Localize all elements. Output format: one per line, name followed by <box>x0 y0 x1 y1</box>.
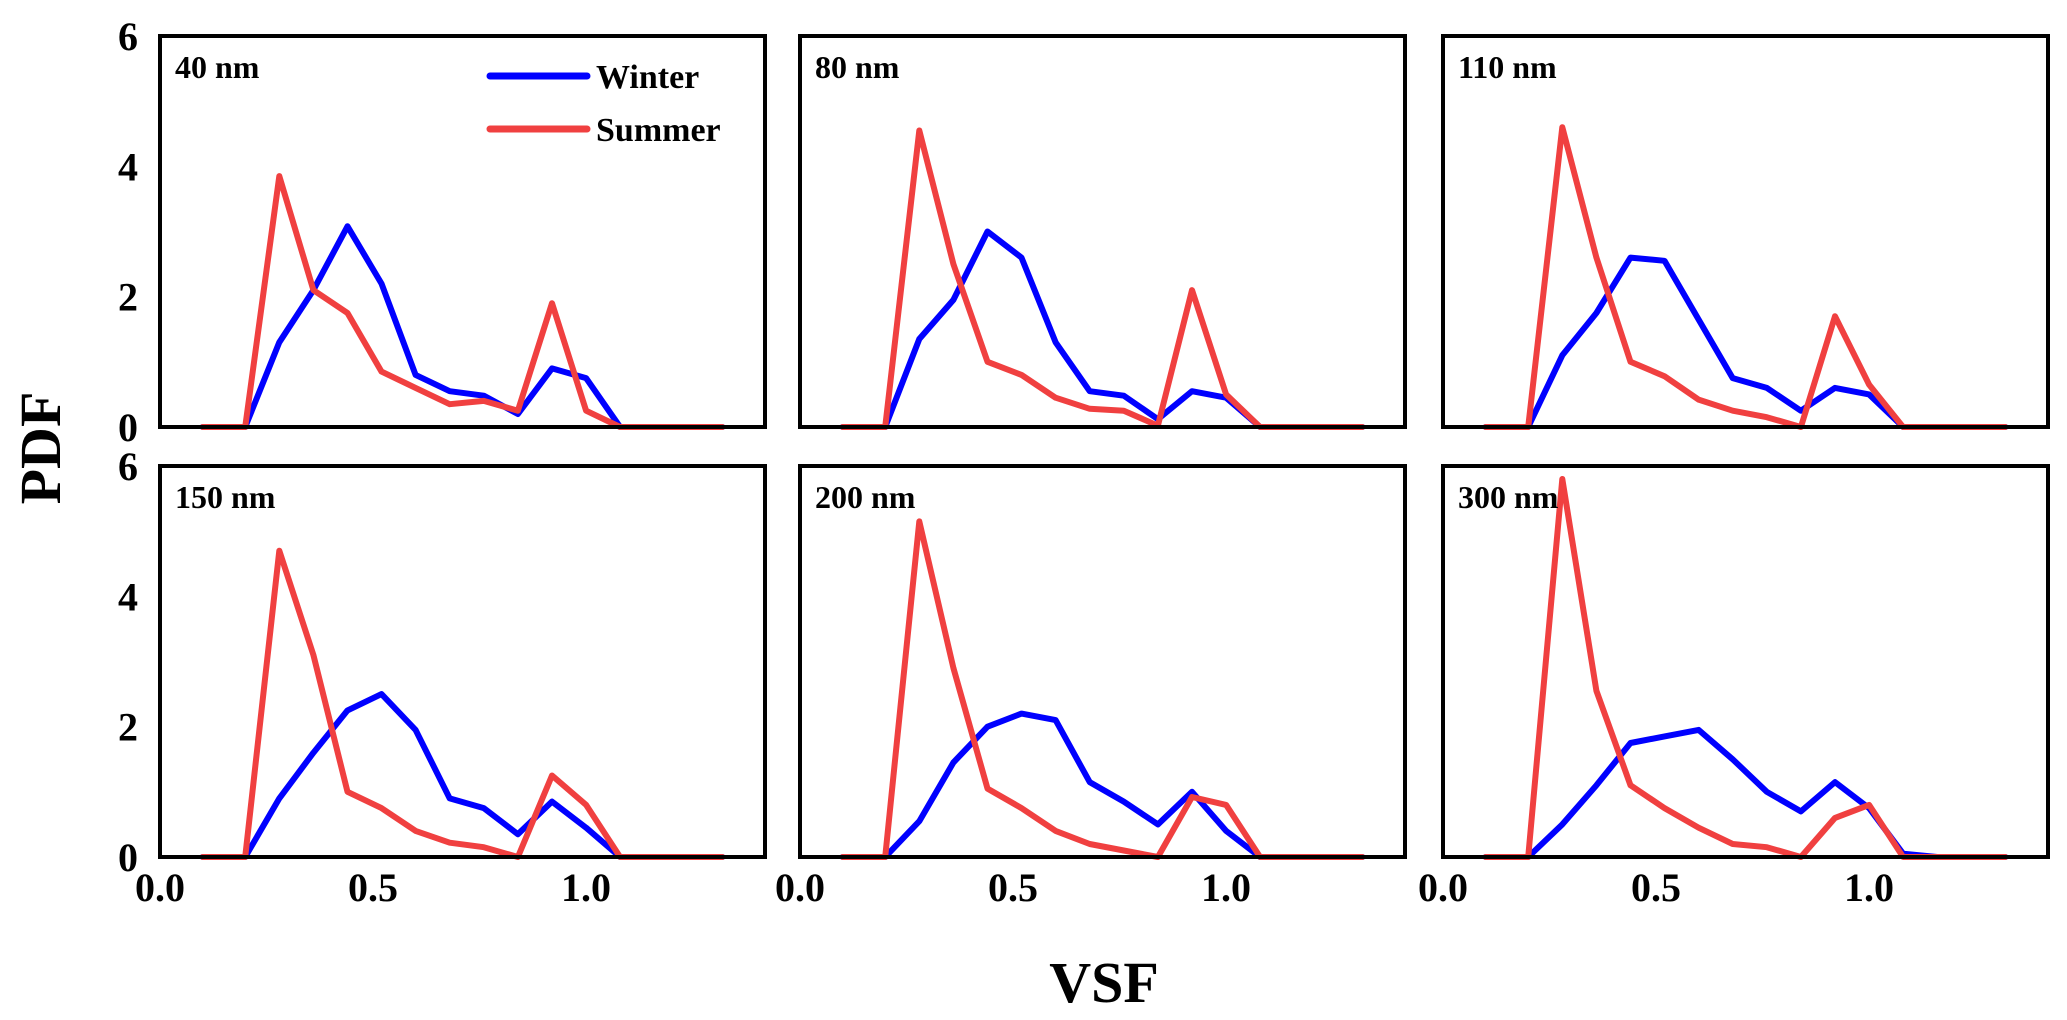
panel-frame <box>1441 464 2050 859</box>
series-line-summer <box>199 547 726 860</box>
y-tick-label: 2 <box>118 705 138 750</box>
x-tick-label: 1.0 <box>1201 865 1251 910</box>
legend: Winter Summer <box>486 59 721 149</box>
series-line-summer <box>199 173 726 430</box>
series-line-winter <box>839 710 1366 860</box>
x-tick-label: 0.5 <box>348 865 398 910</box>
panel-110nm: 110 nm <box>1441 34 2050 430</box>
x-tick-label: 1.0 <box>1844 865 1894 910</box>
x-axis-label: VSF <box>1049 950 1159 1015</box>
series-line-winter <box>1482 726 2009 860</box>
series-line-winter <box>1482 254 2009 430</box>
x-tick-label: 0.0 <box>135 865 185 910</box>
y-tick-label: 2 <box>118 275 138 320</box>
panel-label: 80 nm <box>815 49 900 85</box>
panel-200nm: 200 nm 0.0 0.5 1.0 <box>775 464 1407 910</box>
y-axis-label: PDF <box>8 392 73 505</box>
panel-frame <box>158 34 767 429</box>
panel-40nm: 40 nm 0 2 4 6 Winter Summer <box>118 14 767 450</box>
panel-300nm: 300 nm 0.0 0.5 1.0 <box>1418 464 2050 910</box>
panel-label: 110 nm <box>1458 49 1557 85</box>
x-tick-label: 0.5 <box>1631 865 1681 910</box>
panel-frame <box>1441 34 2050 429</box>
panel-80nm: 80 nm <box>798 34 1407 430</box>
legend-label-summer: Summer <box>596 112 721 149</box>
series-line-winter <box>199 691 726 860</box>
series-line-summer <box>1482 476 2009 860</box>
y-tick-label: 0 <box>118 405 138 450</box>
series-line-summer <box>839 127 1366 430</box>
panel-label: 300 nm <box>1458 479 1559 515</box>
panel-label: 150 nm <box>175 479 276 515</box>
series-line-summer <box>839 518 1366 860</box>
panel-frame <box>158 464 767 859</box>
x-tick-label: 0.0 <box>775 865 825 910</box>
panel-label: 200 nm <box>815 479 916 515</box>
x-tick-label: 1.0 <box>561 865 611 910</box>
panel-frame <box>798 464 1407 859</box>
x-tick-label: 0.5 <box>988 865 1038 910</box>
series-line-winter <box>839 228 1366 430</box>
legend-label-winter: Winter <box>596 59 699 96</box>
panel-150nm: 150 nm 0 2 4 6 0.0 0.5 1.0 <box>118 444 767 910</box>
y-tick-label: 4 <box>118 574 138 619</box>
y-tick-label: 6 <box>118 14 138 59</box>
y-tick-label: 0 <box>118 835 138 880</box>
y-tick-label: 6 <box>118 444 138 489</box>
panel-label: 40 nm <box>175 49 260 85</box>
x-tick-label: 0.0 <box>1418 865 1468 910</box>
panel-frame <box>798 34 1407 429</box>
y-tick-label: 4 <box>118 144 138 189</box>
series-line-winter <box>199 223 726 430</box>
